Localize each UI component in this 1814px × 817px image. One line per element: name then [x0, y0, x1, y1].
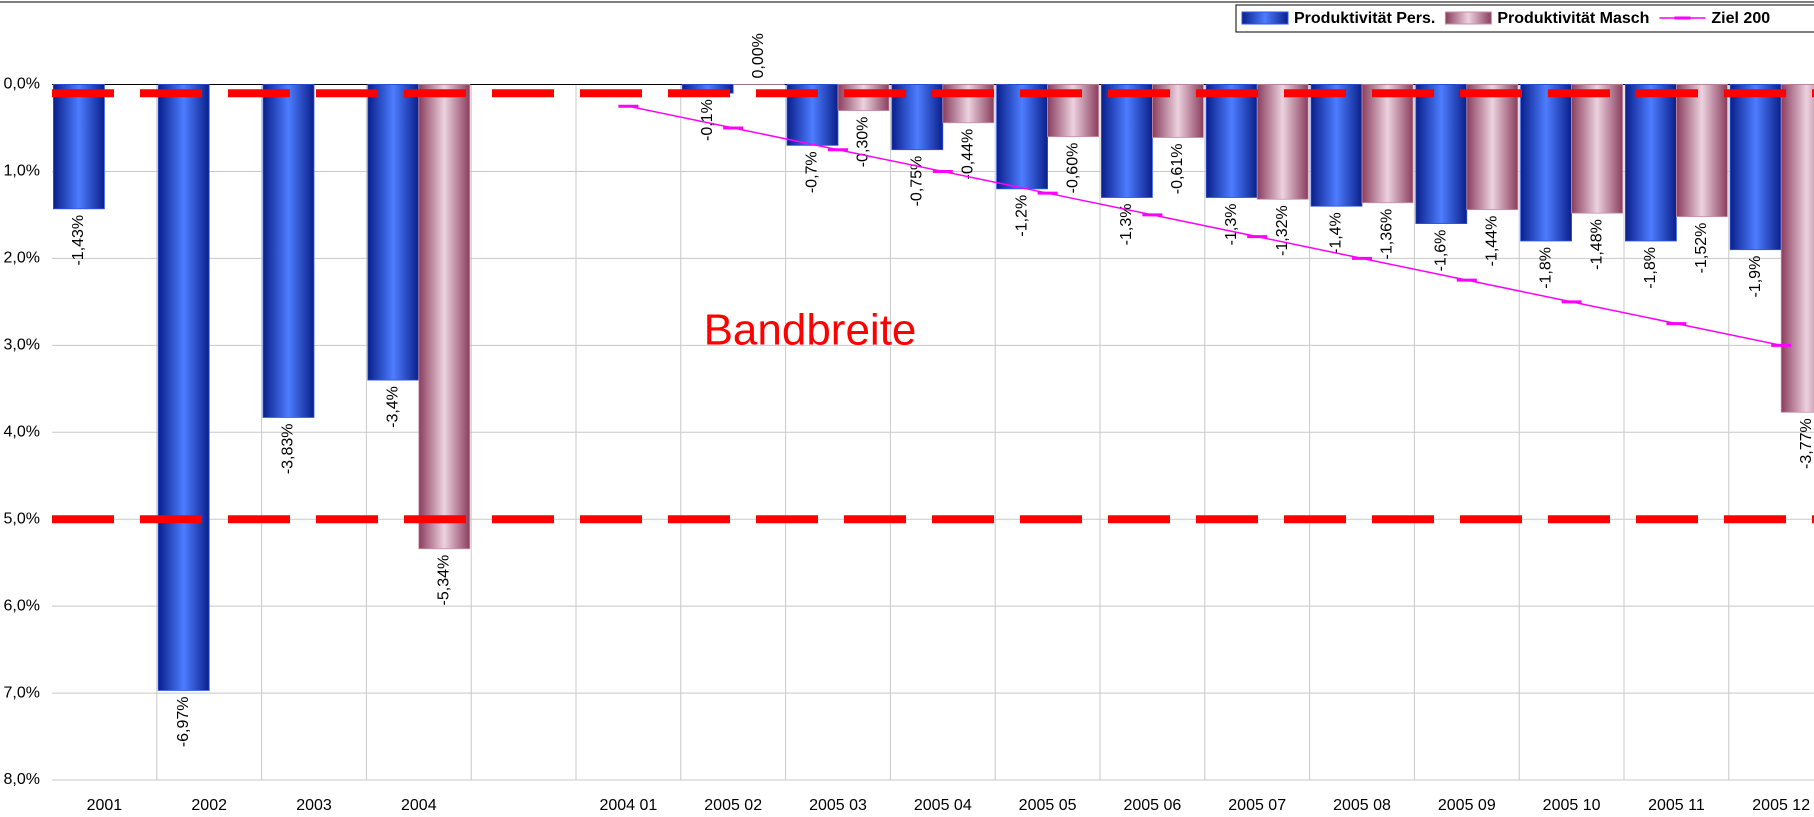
legend-swatch	[1241, 11, 1289, 25]
data-label: -1,3%	[1223, 204, 1240, 246]
y-tick-label: 7,0%	[4, 684, 40, 701]
data-label: -1,3%	[1118, 204, 1135, 246]
data-label: -1,44%	[1484, 216, 1501, 267]
x-tick-label: 2003	[296, 797, 332, 814]
data-label: -1,43%	[70, 215, 87, 266]
data-label: -3,83%	[280, 423, 297, 474]
data-label: -0,44%	[960, 129, 977, 180]
bar	[1361, 84, 1414, 204]
y-tick-label: 6,0%	[4, 597, 40, 614]
bar	[1676, 84, 1728, 218]
x-tick-label: 2005 09	[1438, 797, 1496, 814]
data-label: -5,34%	[436, 555, 453, 606]
data-label: -1,2%	[1013, 195, 1030, 237]
x-tick-label: 2005 05	[1019, 797, 1077, 814]
y-tick-label: 4,0%	[4, 423, 40, 440]
y-tick-label: 2,0%	[4, 250, 40, 267]
data-label: -1,6%	[1433, 230, 1450, 272]
legend-label: Ziel 200	[1711, 10, 1770, 27]
x-tick-label: 2005 04	[914, 797, 972, 814]
bar	[367, 84, 420, 381]
bar	[1466, 84, 1519, 211]
data-label: -0,7%	[804, 151, 821, 193]
bar	[418, 84, 471, 550]
bar	[1256, 84, 1309, 200]
bar	[1780, 84, 1814, 413]
y-tick-label: 0,0%	[4, 76, 40, 93]
data-label: -0,60%	[1064, 143, 1081, 194]
data-label: -6,97%	[175, 696, 192, 747]
bar	[1415, 84, 1468, 225]
legend-label: Produktivität Masch	[1497, 10, 1649, 27]
x-tick-label: 2005 08	[1333, 797, 1391, 814]
x-tick-label: 2002	[191, 797, 227, 814]
annotation: Bandbreite	[704, 306, 917, 355]
data-label: -1,32%	[1274, 205, 1291, 256]
data-label: -1,36%	[1379, 209, 1396, 260]
bar	[996, 84, 1048, 190]
y-tick-label: 1,0%	[4, 163, 40, 180]
bar	[1520, 84, 1572, 242]
y-tick-label: 8,0%	[4, 771, 40, 788]
data-label: -0,75%	[909, 156, 926, 207]
bar	[262, 84, 315, 418]
data-label: -0,1%	[699, 99, 716, 141]
bar	[53, 84, 105, 210]
x-tick-label: 2005 07	[1228, 797, 1286, 814]
line	[628, 105, 1782, 347]
x-tick-label: 2005 02	[704, 797, 762, 814]
data-label: -1,8%	[1642, 247, 1659, 289]
x-tick-label: 2005 12	[1752, 797, 1810, 814]
x-tick-label: 2005 10	[1543, 797, 1601, 814]
x-tick-label: 2004	[401, 797, 437, 814]
data-label: -0,61%	[1169, 144, 1186, 195]
bar	[1310, 84, 1363, 207]
data-label: -1,4%	[1328, 212, 1345, 254]
x-tick-label: 2005 11	[1648, 797, 1705, 814]
data-label: -1,9%	[1747, 256, 1764, 298]
data-label: -1,8%	[1537, 247, 1554, 289]
legend-swatch	[1444, 11, 1492, 25]
bar	[1571, 84, 1623, 214]
x-tick-label: 2004 01	[599, 797, 657, 814]
legend-label: Produktivität Pers.	[1294, 10, 1435, 27]
bar	[1101, 84, 1153, 198]
data-label: -1,52%	[1693, 223, 1710, 274]
x-tick-label: 2005 06	[1123, 797, 1181, 814]
data-label: -1,48%	[1588, 219, 1605, 270]
x-tick-label: 2005 03	[809, 797, 867, 814]
data-label: -0,30%	[855, 117, 872, 168]
y-tick-label: 5,0%	[4, 510, 40, 527]
bar	[1729, 84, 1782, 251]
bar	[157, 84, 210, 691]
bar	[837, 84, 890, 111]
data-label: -3,77%	[1798, 418, 1814, 469]
y-tick-label: 3,0%	[4, 337, 40, 354]
legend-box	[1235, 4, 1814, 33]
bar	[1625, 84, 1677, 242]
x-tick-label: 2001	[87, 797, 123, 814]
data-label: -3,4%	[385, 386, 402, 428]
data-label: 0,00%	[750, 33, 767, 78]
bar	[1205, 84, 1258, 198]
